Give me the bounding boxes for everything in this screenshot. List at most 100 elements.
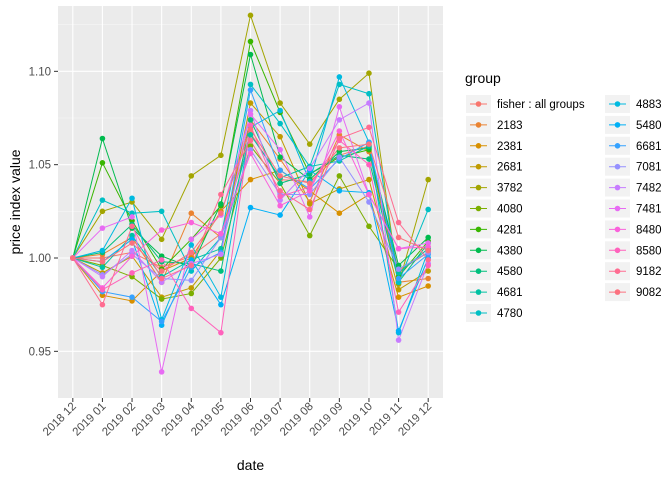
data-point — [336, 135, 343, 142]
data-point — [395, 309, 402, 315]
data-point — [366, 100, 372, 106]
data-point — [158, 296, 165, 302]
data-point — [99, 225, 106, 231]
legend-item: 7481 — [605, 199, 662, 218]
legend-item: 4080 — [466, 199, 523, 218]
legend-key-point — [475, 247, 482, 254]
data-point — [99, 258, 106, 265]
data-point — [99, 135, 106, 142]
data-point — [336, 145, 343, 151]
data-point — [277, 193, 283, 200]
data-point — [188, 285, 195, 291]
data-point — [129, 253, 135, 259]
data-point — [218, 201, 224, 207]
data-point — [188, 249, 195, 256]
data-point — [395, 275, 402, 282]
data-point — [366, 70, 372, 76]
legend-label: fisher : all groups — [497, 99, 585, 111]
data-point — [336, 188, 343, 194]
data-point — [129, 195, 135, 202]
data-point — [129, 214, 135, 220]
legend-item: 7081 — [605, 157, 662, 176]
data-point — [336, 81, 343, 88]
data-point — [336, 104, 343, 110]
data-point — [129, 270, 135, 276]
legend-key-point — [614, 247, 621, 254]
data-point — [366, 124, 372, 131]
legend-key-point — [614, 143, 621, 149]
data-point — [277, 202, 283, 209]
data-point — [99, 273, 106, 280]
legend-label: 7481 — [636, 204, 662, 216]
legend-label: 7081 — [636, 162, 662, 174]
data-point — [158, 257, 165, 263]
legend-item: 4883 — [605, 95, 662, 113]
data-point — [247, 100, 254, 106]
data-point — [425, 206, 431, 213]
data-point — [218, 251, 224, 258]
data-point — [247, 132, 254, 138]
data-point — [366, 223, 372, 230]
legend-item: 2681 — [466, 157, 523, 176]
data-point — [395, 328, 402, 334]
legend-label: 2381 — [497, 141, 523, 153]
data-point — [336, 154, 343, 160]
data-point — [306, 214, 313, 220]
data-point — [218, 294, 224, 301]
legend-item: 4380 — [466, 241, 523, 260]
legend-label: 9082 — [636, 287, 662, 299]
legend-item: 5480 — [605, 115, 662, 134]
data-point — [247, 126, 254, 132]
y-tick-label: 1.10 — [29, 66, 51, 78]
data-point — [188, 219, 195, 226]
data-point — [306, 201, 313, 207]
data-point — [336, 74, 343, 80]
data-point — [277, 188, 283, 194]
data-point — [70, 255, 76, 261]
legend-item: 8580 — [605, 241, 662, 260]
data-point — [366, 161, 372, 168]
data-point — [277, 180, 283, 187]
legend-item: fisher : all groups — [466, 95, 585, 113]
data-point — [218, 210, 224, 216]
data-point — [336, 173, 343, 179]
data-point — [158, 208, 165, 215]
legend-item: 3782 — [466, 178, 523, 197]
data-point — [129, 294, 135, 301]
data-point — [218, 329, 224, 336]
data-point — [336, 117, 343, 123]
x-tick-label: 2019 12 — [396, 401, 434, 439]
data-point — [99, 160, 106, 166]
data-point — [218, 230, 224, 237]
data-point — [188, 290, 195, 297]
legend-key-point — [475, 184, 482, 191]
data-point — [277, 107, 283, 114]
legend-item: 8480 — [605, 220, 662, 239]
data-point — [99, 286, 106, 293]
data-point — [395, 219, 402, 226]
data-point — [188, 305, 195, 312]
data-point — [158, 275, 165, 282]
legend-key-point — [614, 205, 621, 212]
data-point — [336, 210, 343, 216]
data-point — [247, 150, 254, 157]
data-point — [247, 137, 254, 144]
data-point — [277, 154, 283, 160]
legend-label: 4681 — [497, 287, 523, 299]
legend-key-point — [475, 101, 482, 107]
data-point — [395, 337, 402, 343]
y-tick-label: 0.95 — [29, 346, 51, 358]
legend-key-point — [614, 289, 621, 295]
legend-key-point — [475, 289, 482, 295]
legend-label: 4080 — [497, 204, 523, 216]
legend-key-point — [475, 163, 482, 170]
legend-item: 4780 — [466, 304, 523, 322]
y-tick-label: 1.05 — [29, 160, 51, 172]
data-point — [247, 81, 254, 88]
data-point — [366, 191, 372, 198]
series-points — [70, 12, 431, 375]
data-point — [188, 277, 195, 284]
legend-label: 3782 — [497, 183, 523, 195]
data-point — [247, 51, 254, 58]
